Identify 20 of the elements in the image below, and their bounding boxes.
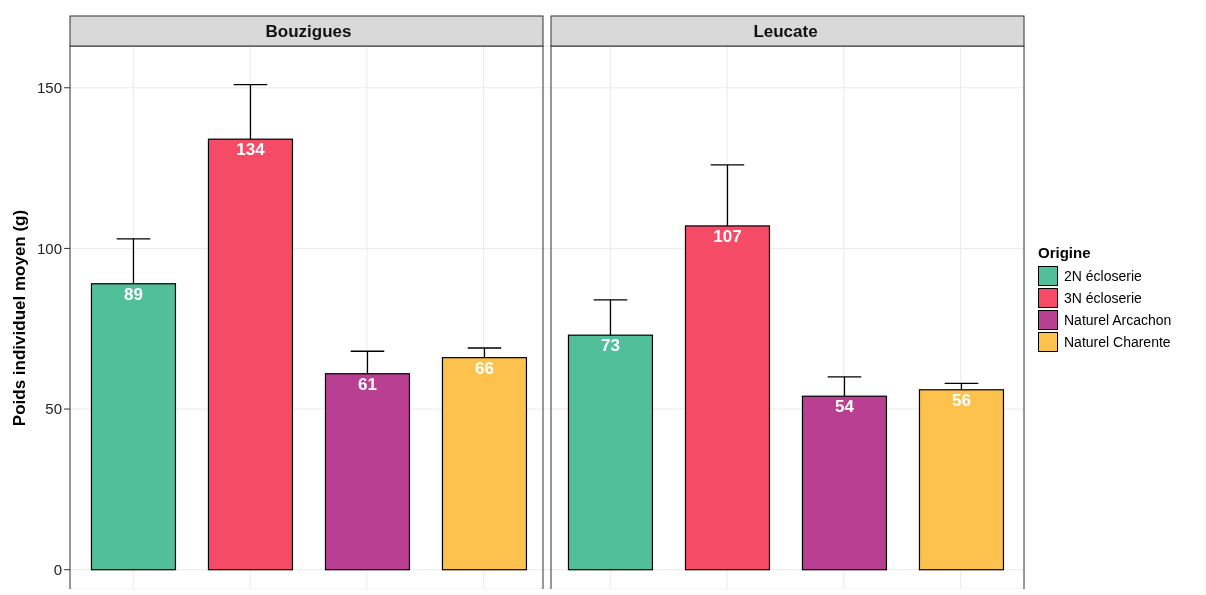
- data-label: 61: [358, 374, 377, 394]
- y-tick-label: 50: [45, 400, 62, 418]
- legend-label: 2N écloserie: [1064, 268, 1142, 284]
- data-label: 54: [835, 397, 855, 417]
- data-label: 66: [475, 358, 494, 378]
- x-tick-label: Bouzigues: [265, 21, 352, 41]
- y-tick-label: 100: [36, 239, 62, 257]
- legend-label: Naturel Charente: [1064, 334, 1171, 350]
- legend-label: 3N écloserie: [1064, 290, 1142, 306]
- y-axis-title: Poids individuel moyen (g): [10, 209, 30, 426]
- legend-title: Origine: [1038, 244, 1092, 261]
- data-label: 107: [713, 227, 742, 246]
- legend-label: Naturel Arcachon: [1064, 312, 1172, 328]
- x-tick-label: Leucate: [753, 21, 818, 41]
- y-tick-label: 0: [53, 561, 62, 579]
- data-label: 134: [236, 140, 266, 160]
- data-label: 89: [124, 284, 143, 304]
- data-label: 73: [601, 336, 620, 356]
- data-label: 56: [952, 390, 971, 410]
- y-tick-label: 150: [36, 79, 62, 97]
